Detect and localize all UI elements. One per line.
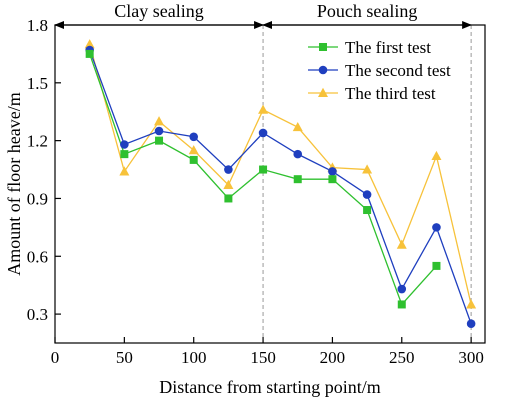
region-label-clay-sealing: Clay sealing xyxy=(114,1,203,21)
x-axis-ticks: 0 50 100 150 200 250 300 xyxy=(51,337,484,367)
y-tick-label: 1.5 xyxy=(27,74,48,93)
x-axis-title: Distance from starting point/m xyxy=(159,377,380,397)
data-point-the-first-test xyxy=(259,165,268,174)
data-point-the-first-test xyxy=(328,175,337,184)
data-point-the-third-test xyxy=(188,145,199,155)
legend-label-the-first-test: The first test xyxy=(345,38,431,57)
x-tick-label: 50 xyxy=(116,348,133,367)
data-point-the-third-test xyxy=(292,121,303,132)
data-point-the-third-test xyxy=(258,104,269,114)
data-point-the-first-test xyxy=(224,194,233,203)
data-point-the-third-test xyxy=(154,116,165,126)
legend-marker-the-second-test xyxy=(318,65,328,75)
data-point-the-second-test xyxy=(328,167,337,176)
series-line-the-third-test xyxy=(89,44,472,305)
data-point-the-third-test xyxy=(119,166,130,176)
region-label-pouch-sealing: Pouch sealing xyxy=(317,1,418,21)
region-annotations: Clay sealing Pouch sealing xyxy=(54,1,473,29)
data-point-the-second-test xyxy=(189,132,199,142)
divider-lines xyxy=(262,25,472,343)
data-point-the-third-test xyxy=(466,299,477,309)
data-point-the-second-test xyxy=(120,140,129,149)
plot-area: 0 50 100 150 200 250 300 0.3 0.6 0.9 1.2 1.5 1.8 xyxy=(27,16,486,367)
data-point-the-second-test xyxy=(432,223,441,232)
data-point-the-third-test xyxy=(362,164,373,174)
data-point-the-third-test xyxy=(84,39,95,49)
data-point-the-first-test xyxy=(155,136,164,145)
legend-marker-the-first-test xyxy=(319,43,327,51)
y-tick-label: 1.2 xyxy=(27,132,48,151)
data-point-the-first-test xyxy=(363,206,372,215)
data-point-the-third-test xyxy=(396,239,407,249)
y-axis-title: Amount of floor heave/m xyxy=(4,92,24,275)
data-point-the-second-test xyxy=(258,128,268,138)
data-point-the-third-test xyxy=(431,150,442,161)
series-markers xyxy=(84,39,477,329)
data-point-the-second-test xyxy=(224,165,233,174)
y-axis-ticks: 0.3 0.6 0.9 1.2 1.5 1.8 xyxy=(27,16,61,324)
legend-label-the-third-test: The third test xyxy=(345,84,436,103)
data-point-the-first-test xyxy=(397,300,406,309)
data-point-the-second-test xyxy=(466,319,476,329)
y-tick-label: 0.9 xyxy=(27,189,48,208)
x-tick-label: 250 xyxy=(389,348,415,367)
y-tick-label: 1.8 xyxy=(27,16,48,35)
data-point-the-second-test xyxy=(293,149,303,159)
plot-frame xyxy=(54,24,486,344)
data-point-the-first-test xyxy=(85,49,94,58)
x-tick-label: 200 xyxy=(320,348,346,367)
data-point-the-second-test xyxy=(154,126,164,136)
x-tick-label: 0 xyxy=(51,348,60,367)
series-line-the-second-test xyxy=(89,49,472,324)
legend: The first test The second test The third t… xyxy=(308,38,451,103)
y-tick-label: 0.3 xyxy=(27,305,48,324)
data-point-the-third-test xyxy=(223,179,234,189)
data-point-the-first-test xyxy=(189,155,198,164)
data-point-the-first-test xyxy=(120,150,129,159)
y-tick-label: 0.6 xyxy=(27,247,48,266)
data-point-the-second-test xyxy=(362,190,372,199)
legend-marker-the-third-test xyxy=(318,87,328,97)
data-point-the-first-test xyxy=(432,261,441,270)
x-tick-label: 300 xyxy=(458,348,484,367)
x-tick-label: 100 xyxy=(181,348,207,367)
data-point-the-second-test xyxy=(397,284,407,294)
data-point-the-first-test xyxy=(293,175,302,184)
legend-label-the-second-test: The second test xyxy=(345,61,451,80)
x-tick-label: 150 xyxy=(250,348,276,367)
